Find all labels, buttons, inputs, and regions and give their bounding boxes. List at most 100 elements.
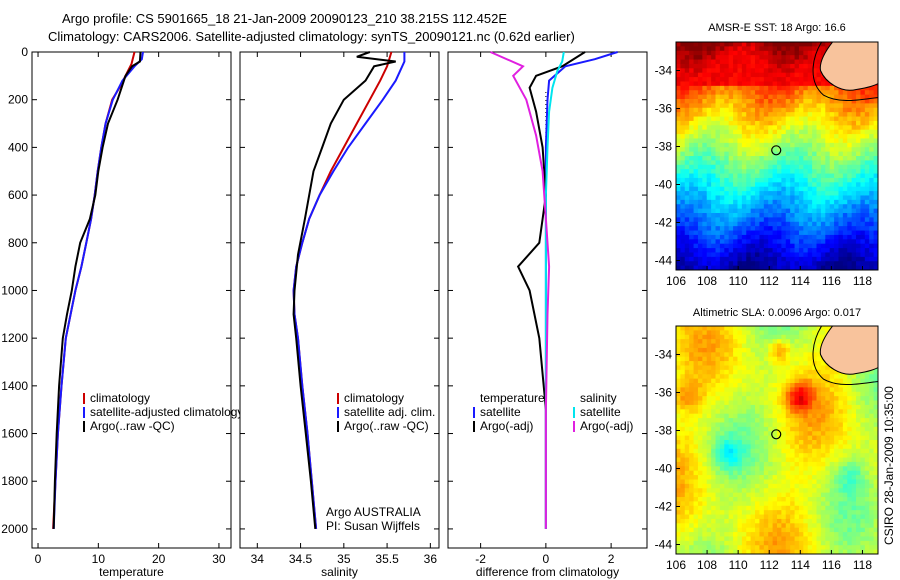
map-cell	[812, 239, 818, 245]
map-cell	[842, 444, 848, 450]
map-cell	[803, 77, 809, 83]
map-cell	[803, 356, 809, 362]
map-cell	[869, 173, 875, 179]
map-cell	[711, 356, 717, 362]
map-cell	[860, 90, 866, 96]
map-cell	[680, 226, 686, 232]
map-cell	[785, 483, 791, 489]
map-cell	[676, 540, 681, 546]
map-cell	[785, 265, 791, 270]
map-cell	[724, 252, 730, 258]
map-cell	[873, 147, 878, 153]
map-cell	[719, 68, 725, 74]
map-cell	[829, 413, 835, 419]
map-cell	[772, 160, 778, 166]
map-cell	[728, 46, 734, 52]
map-cell	[750, 483, 756, 489]
map-cell	[728, 63, 734, 69]
map-cell	[733, 50, 739, 56]
map-cell	[684, 326, 690, 331]
map-cell	[812, 68, 818, 74]
map-cell	[803, 334, 809, 340]
map-cell	[834, 374, 840, 380]
map-cell	[697, 488, 703, 494]
map-cell	[834, 177, 840, 183]
map-cell	[676, 138, 681, 144]
map-cell	[689, 221, 695, 227]
map-cell	[838, 418, 844, 424]
map-cell	[772, 248, 778, 254]
map-cell	[777, 418, 782, 424]
map-cell	[763, 505, 769, 511]
map-cell	[838, 116, 844, 122]
map-cell	[820, 404, 826, 410]
map-cell	[728, 369, 734, 375]
map-cell	[785, 435, 791, 441]
map-cell	[794, 116, 800, 122]
map-cell	[856, 142, 862, 148]
map-cell	[755, 396, 761, 402]
map-cell	[869, 160, 875, 166]
map-cell	[755, 347, 761, 353]
map-cell	[746, 457, 752, 463]
map-cell	[838, 230, 844, 236]
map-cell	[820, 461, 826, 467]
map-cell	[834, 138, 840, 144]
map-cell	[759, 116, 765, 122]
map-cell	[772, 221, 778, 227]
map-cell	[702, 177, 708, 183]
map-cell	[856, 248, 862, 254]
map-cell	[834, 265, 840, 270]
map-cell	[829, 369, 835, 375]
map-cell	[728, 156, 734, 161]
map-cell	[772, 94, 778, 100]
map-cell	[842, 142, 848, 148]
map-cell	[759, 540, 765, 546]
map-cell	[812, 195, 818, 201]
map-cell	[741, 343, 747, 349]
map-cell	[702, 169, 708, 175]
map-cell	[697, 169, 703, 175]
map-cell	[737, 532, 743, 538]
map-cell	[755, 356, 761, 362]
map-cell	[676, 217, 681, 223]
map-cell	[785, 134, 791, 140]
map-cell	[693, 151, 699, 157]
map-cell	[755, 55, 761, 61]
map-cell	[746, 63, 752, 69]
map-cell	[851, 453, 857, 459]
map-cell	[777, 444, 782, 450]
map-cell	[847, 479, 853, 485]
map-cell	[803, 518, 809, 524]
map-cell	[864, 90, 870, 96]
map-cell	[733, 418, 739, 424]
map-cell	[869, 492, 875, 498]
map-cell	[864, 510, 870, 516]
map-cell	[693, 374, 699, 380]
map-cell	[794, 169, 800, 175]
map-cell	[772, 68, 778, 74]
map-cell	[711, 453, 717, 459]
map-cell	[777, 217, 782, 223]
map-cell	[807, 120, 813, 126]
map-cell	[733, 221, 739, 227]
map-cell	[860, 116, 866, 122]
map-cell	[750, 532, 756, 538]
map-cell	[715, 265, 721, 270]
map-cell	[820, 492, 826, 498]
map-cell	[759, 77, 765, 83]
map-cell	[711, 85, 717, 91]
depth-contour	[812, 326, 878, 385]
map-cell	[741, 186, 747, 192]
map-cell	[869, 112, 875, 118]
map-cell	[864, 234, 870, 240]
map-cell	[803, 330, 809, 336]
map-cell	[746, 347, 752, 353]
map-cell	[807, 330, 813, 336]
map-cell	[834, 191, 840, 197]
map-cell	[803, 365, 809, 371]
map-cell	[785, 81, 791, 87]
map-cell	[741, 173, 747, 179]
map-cell	[794, 248, 800, 254]
map-cell	[680, 391, 686, 397]
